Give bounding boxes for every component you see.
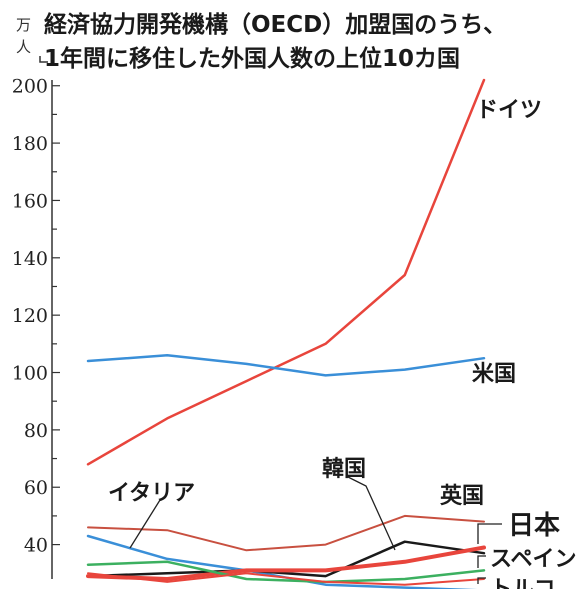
chart-title-line-2: 1年間に移住した外国人数の上位10カ国 [44, 45, 460, 72]
series-line-0 [86, 78, 486, 466]
series-line-2 [87, 514, 485, 552]
y-tick-label: 100 [12, 363, 48, 385]
y-axis-unit: 万 人 [16, 16, 48, 63]
label-spain: スペイン [490, 547, 576, 572]
label-uk: 英国 [440, 484, 484, 509]
y-tick-label: 120 [12, 305, 48, 327]
label-cut-off: トルコ [490, 577, 556, 589]
leader-japan [477, 523, 502, 544]
y-tick-label: 160 [12, 190, 48, 212]
leader-korea [345, 475, 396, 551]
leader-italy [129, 499, 161, 549]
leader-lines [129, 475, 502, 584]
label-usa: 米国 [472, 362, 516, 387]
chart-title-line-1: 経済協力開発機構（OECD）加盟国のうち、 [44, 11, 506, 38]
unit-bracket [39, 56, 48, 63]
label-germany: ドイツ [476, 98, 542, 123]
y-axis-unit-top: 万 [16, 16, 31, 34]
chart-title: 経済協力開発機構（OECD）加盟国のうち、 1年間に移住した外国人数の上位10カ… [44, 11, 506, 72]
y-tick-label: 140 [12, 248, 48, 270]
series-line-7 [87, 572, 485, 586]
y-axis-unit-bottom: 人 [16, 38, 31, 56]
series-line-5 [86, 545, 486, 581]
y-tick-label: 200 [12, 76, 48, 98]
leader-cut-off [477, 577, 486, 584]
y-tick-label: 40 [24, 535, 48, 557]
series-labels: ドイツ 米国 イタリア 韓国 英国 日本 スペイン トルコ [108, 98, 576, 589]
label-korea: 韓国 [322, 456, 366, 482]
series-line-4 [86, 540, 486, 578]
series-line-1 [86, 354, 486, 377]
axes: 40 60 80 100 120 140 160 180 200 [12, 76, 60, 579]
series-group [86, 78, 486, 589]
y-tick-label: 80 [24, 420, 48, 442]
label-italy: イタリア [108, 481, 195, 506]
y-tick-label: 180 [12, 133, 48, 155]
series-line-6 [86, 560, 486, 584]
leader-spain [477, 555, 486, 568]
label-japan: 日本 [508, 511, 560, 541]
y-tick-label: 60 [24, 477, 48, 499]
